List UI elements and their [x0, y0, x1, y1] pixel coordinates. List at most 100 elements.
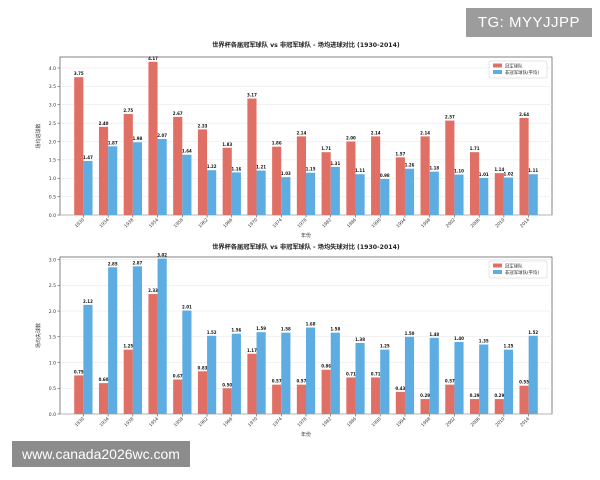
bar-champion: [346, 141, 356, 215]
bar-value-label: 2.14: [420, 130, 430, 135]
bar-value-label: 1.26: [405, 163, 415, 168]
bar-champion: [494, 173, 504, 215]
chart-title: 世界杯各届冠军球队 vs 非冠军球队 - 场均进球对比 (1930-2014): [212, 41, 400, 49]
bar-value-label: 0.50: [222, 382, 232, 387]
bar-value-label: 2.87: [132, 260, 142, 265]
x-tick-label: 1930: [74, 217, 86, 229]
y-tick-label: 1.5: [49, 158, 56, 164]
bar-non-champion: [355, 174, 365, 215]
bar-value-label: 1.58: [330, 327, 340, 332]
bar-value-label: 1.87: [108, 140, 118, 145]
bar-champion: [123, 349, 133, 414]
bar-value-label: 3.75: [74, 71, 84, 76]
bar-champion: [420, 136, 430, 215]
bar-value-label: 0.71: [371, 371, 381, 376]
bar-champion: [98, 126, 109, 215]
bar-value-label: 0.57: [296, 379, 306, 384]
bar-value-label: 2.12: [83, 299, 93, 304]
bar-champion: [197, 371, 208, 414]
bar-non-champion: [306, 327, 316, 414]
bar-value-label: 1.59: [256, 326, 266, 331]
chart-2: 世界杯各届冠军球队 vs 非冠军球队 - 场均失球对比 (1930-2014) 0…: [35, 243, 553, 438]
bar-value-label: 1.48: [429, 332, 439, 337]
x-tick-label: 1962: [197, 416, 209, 428]
legend-label: 非冠军球队(平均): [505, 269, 539, 276]
bar-value-label: 1.02: [504, 172, 514, 177]
bar-champion: [296, 384, 306, 414]
bar-value-label: 1.21: [256, 165, 266, 170]
x-tick-label: 1998: [420, 416, 432, 428]
x-tick-label: 1994: [395, 416, 407, 428]
bar-non-champion: [429, 337, 439, 414]
bar-value-label: 0.75: [74, 369, 84, 374]
bar-value-label: 2.01: [182, 305, 192, 310]
y-tick-label: 1.5: [49, 335, 56, 341]
bar-non-champion: [479, 344, 489, 414]
bar-value-label: 1.03: [281, 171, 291, 176]
y-tick-label: 1.0: [49, 360, 56, 366]
bar-champion: [247, 353, 257, 414]
bar-value-label: 1.98: [132, 136, 142, 141]
bar-non-champion: [132, 266, 142, 414]
bar-champion: [74, 77, 84, 215]
bar-champion: [321, 152, 331, 215]
x-tick-label: 1994: [395, 217, 407, 229]
bar-value-label: 1.68: [306, 322, 316, 327]
watermark-bottom: www.canada2026wc.com: [12, 441, 190, 467]
x-tick-label: 1958: [173, 217, 185, 229]
x-tick-label: 2006: [469, 217, 481, 229]
bar-value-label: 1.11: [528, 168, 538, 173]
bar-non-champion: [380, 349, 390, 414]
y-tick-label: 2.5: [49, 121, 56, 127]
x-tick-label: 2014: [519, 217, 531, 229]
bar-value-label: 3.17: [247, 93, 257, 98]
bar-champion: [420, 399, 430, 414]
x-tick-label: 1974: [272, 217, 284, 229]
y-tick-label: 1.0: [49, 176, 56, 182]
bar-value-label: 1.14: [494, 167, 504, 172]
bar-champion: [148, 294, 158, 414]
x-tick-label: 1970: [247, 217, 259, 229]
bar-champion: [470, 399, 480, 414]
y-tick-label: 3.5: [49, 84, 56, 90]
bar-value-label: 1.25: [123, 344, 133, 349]
x-tick-label: 1938: [123, 217, 135, 229]
legend-swatch: [493, 270, 502, 274]
bar-non-champion: [182, 310, 192, 414]
bar-non-champion: [404, 168, 415, 215]
bar-value-label: 1.58: [281, 327, 291, 332]
bar-non-champion: [454, 341, 464, 414]
bar-champion: [445, 120, 455, 215]
bar-value-label: 1.52: [207, 330, 217, 335]
bar-value-label: 1.38: [355, 337, 365, 342]
x-tick-label: 1954: [148, 416, 160, 428]
bar-non-champion: [330, 166, 340, 215]
y-tick-label: 3.0: [49, 103, 56, 109]
bar-value-label: 1.83: [222, 142, 232, 147]
x-tick-label: 1966: [222, 217, 234, 229]
y-tick-label: 0.0: [49, 412, 56, 418]
bar-non-champion: [503, 349, 514, 414]
bar-value-label: 0.71: [346, 371, 356, 376]
bar-value-label: 2.33: [148, 288, 158, 293]
y-tick-label: 3.0: [49, 257, 56, 263]
bar-value-label: 0.57: [272, 379, 282, 384]
bar-value-label: 1.11: [355, 168, 365, 173]
chart-title: 世界杯各届冠军球队 vs 非冠军球队 - 场均失球对比 (1930-2014): [212, 243, 400, 251]
bar-non-champion: [429, 171, 439, 215]
bar-non-champion: [380, 178, 390, 215]
bar-non-champion: [207, 170, 217, 215]
x-tick-label: 1990: [370, 416, 382, 428]
legend-box: [488, 260, 548, 279]
bar-value-label: 0.55: [519, 380, 529, 385]
y-tick-label: 0.5: [49, 386, 56, 392]
bar-champion: [272, 146, 282, 215]
bar-non-champion: [207, 335, 217, 414]
bar-value-label: 1.35: [479, 339, 489, 344]
bar-non-champion: [256, 332, 266, 414]
bar-value-label: 1.71: [321, 146, 331, 151]
bar-non-champion: [256, 170, 266, 215]
